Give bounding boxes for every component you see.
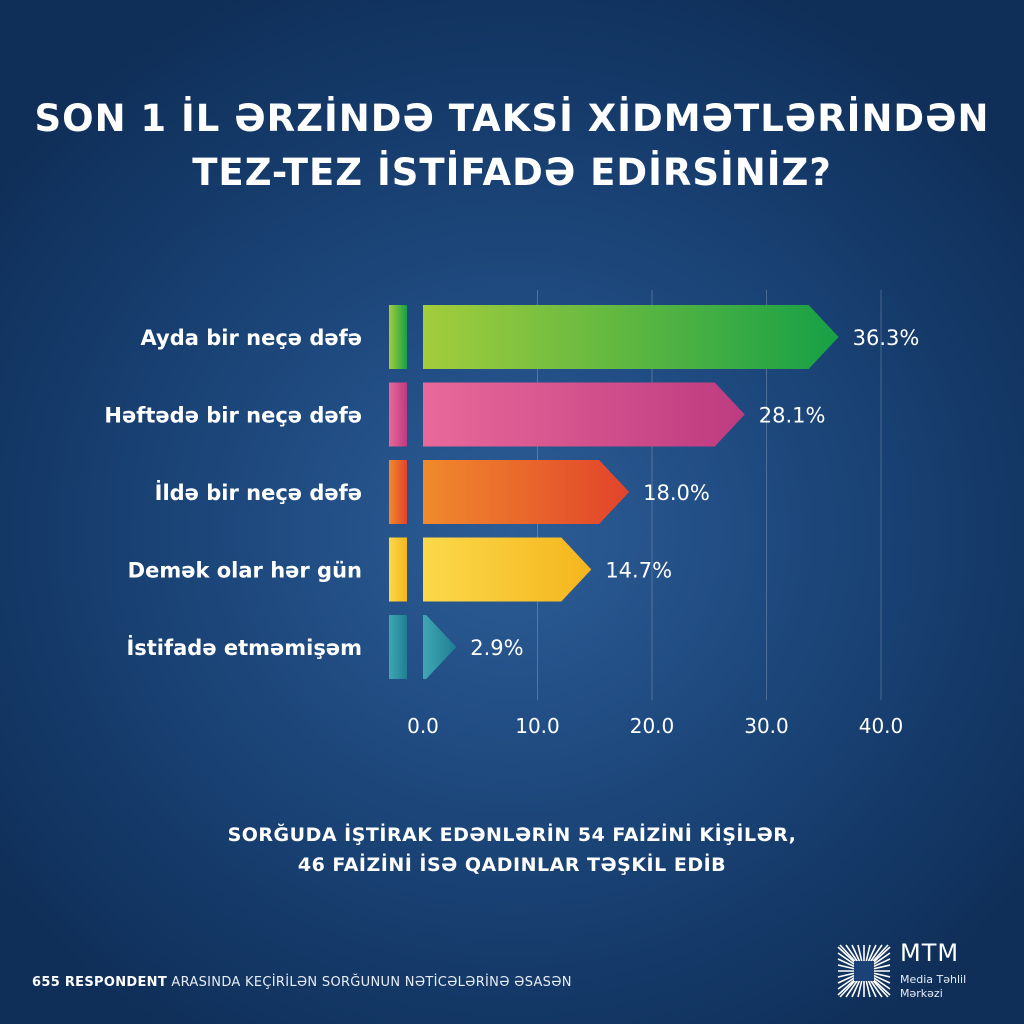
value-label: 18.0% bbox=[643, 481, 710, 505]
note-line-1: SORĞUDA İŞTİRAK EDƏNLƏRİN 54 FAİZİNİ KİŞ… bbox=[227, 824, 797, 846]
category-label: Ayda bir neçə dəfə bbox=[141, 326, 362, 350]
x-tick-label: 30.0 bbox=[744, 714, 789, 738]
bar bbox=[423, 305, 839, 369]
value-label: 14.7% bbox=[605, 559, 672, 583]
logo-abbr: MTM bbox=[900, 939, 960, 967]
bar-marker bbox=[389, 537, 407, 602]
logo-line-1: Media Təhlil bbox=[900, 973, 967, 986]
logo-mark-icon bbox=[837, 944, 891, 998]
title-line-1: SON 1 İL ƏRZİNDƏ TAKSİ XİDMƏTLƏRİNDƏN bbox=[34, 97, 990, 140]
value-label: 28.1% bbox=[759, 404, 826, 428]
bar-marker bbox=[389, 305, 407, 369]
value-label: 36.3% bbox=[853, 326, 920, 350]
mtm-logo: MTM Media Təhlil Mərkəzi bbox=[836, 939, 996, 1000]
bar bbox=[423, 460, 630, 524]
footer-source: 655 RESPONDENT ARASINDA KEÇİRİLƏN SORĞUN… bbox=[32, 975, 572, 990]
bar-marker bbox=[389, 382, 407, 447]
x-tick-label: 20.0 bbox=[630, 714, 675, 738]
value-label: 2.9% bbox=[470, 636, 523, 660]
chart-title: SON 1 İL ƏRZİNDƏ TAKSİ XİDMƏTLƏRİNDƏN TE… bbox=[0, 92, 1024, 200]
note-line-2: 46 FAİZİNİ İSƏ QADINLAR TƏŞKİL EDİB bbox=[297, 854, 727, 876]
bar bbox=[423, 537, 592, 602]
footer-respondents: 655 RESPONDENT bbox=[32, 975, 167, 990]
bar-marker bbox=[389, 460, 407, 524]
category-label: Demək olar hər gün bbox=[128, 559, 362, 583]
survey-note: SORĞUDA İŞTİRAK EDƏNLƏRİN 54 FAİZİNİ KİŞ… bbox=[0, 820, 1024, 880]
logo-line-2: Mərkəzi bbox=[900, 987, 943, 1000]
x-tick-label: 40.0 bbox=[859, 714, 904, 738]
x-tick-label: 10.0 bbox=[515, 714, 560, 738]
footer-rest: ARASINDA KEÇİRİLƏN SORĞUNUN NƏTİCƏLƏRİNƏ… bbox=[167, 975, 572, 990]
category-label: İldə bir neçə dəfə bbox=[155, 480, 362, 505]
bar-marker bbox=[389, 615, 407, 679]
category-label: İstifadə etməmişəm bbox=[126, 635, 362, 660]
title-line-2: TEZ-TEZ İSTİFADƏ EDİRSİNİZ? bbox=[192, 151, 832, 194]
bar bbox=[423, 382, 745, 447]
category-label: Həftədə bir neçə dəfə bbox=[104, 404, 362, 428]
bar bbox=[423, 615, 457, 679]
x-tick-label: 0.0 bbox=[407, 714, 439, 738]
